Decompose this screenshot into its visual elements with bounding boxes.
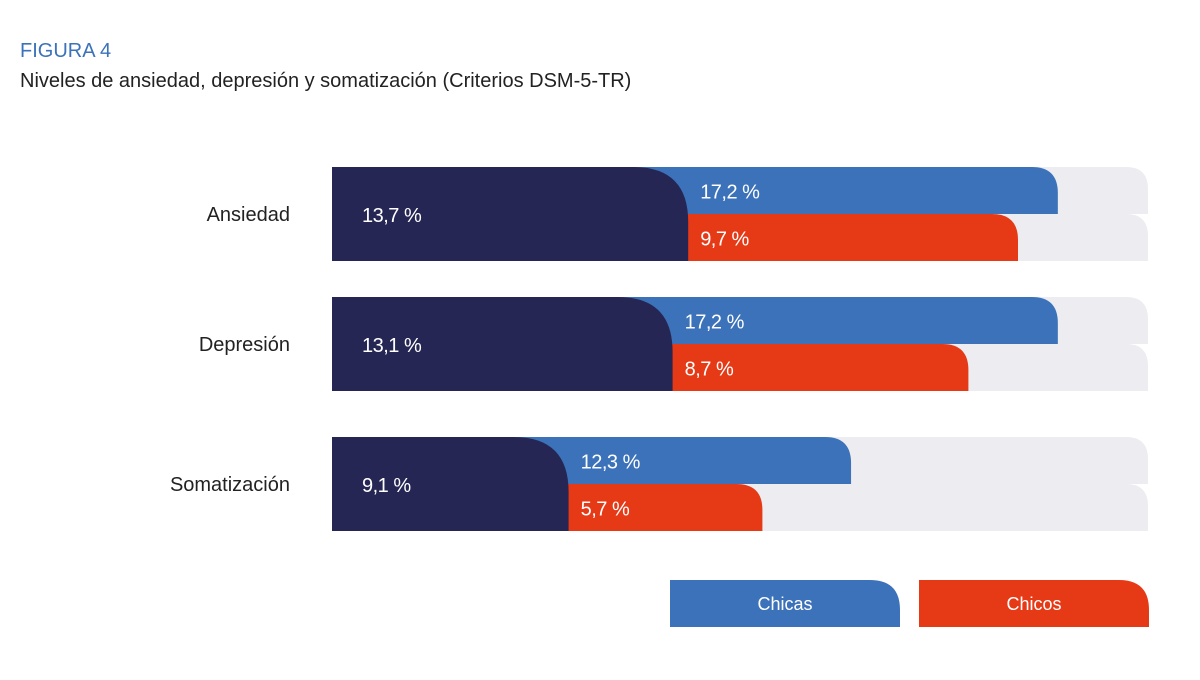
legend-label: Chicos xyxy=(1006,594,1061,614)
total-value-label: 9,1 % xyxy=(362,475,411,497)
legend-label: Chicas xyxy=(757,594,812,614)
chart-title: Niveles de ansiedad, depresión y somatiz… xyxy=(20,70,632,92)
category-label: Somatización xyxy=(170,474,290,496)
chicas-value-label: 12,3 % xyxy=(581,452,641,474)
figure-label: FIGURA 4 xyxy=(20,40,112,62)
total-value-label: 13,7 % xyxy=(362,205,422,227)
category-label: Ansiedad xyxy=(207,204,290,226)
bar-total xyxy=(332,297,673,391)
chicos-value-label: 8,7 % xyxy=(685,359,734,381)
bar-total xyxy=(332,167,689,261)
legend-swatch-chicos xyxy=(919,580,1149,627)
chicas-value-label: 17,2 % xyxy=(700,182,760,204)
chicas-value-label: 17,2 % xyxy=(685,312,745,334)
chicos-value-label: 9,7 % xyxy=(700,229,749,251)
bar-total xyxy=(332,437,569,531)
total-value-label: 13,1 % xyxy=(362,335,422,357)
legend-swatch-chicas xyxy=(670,580,900,627)
category-label: Depresión xyxy=(199,334,290,356)
chicos-value-label: 5,7 % xyxy=(581,499,630,521)
